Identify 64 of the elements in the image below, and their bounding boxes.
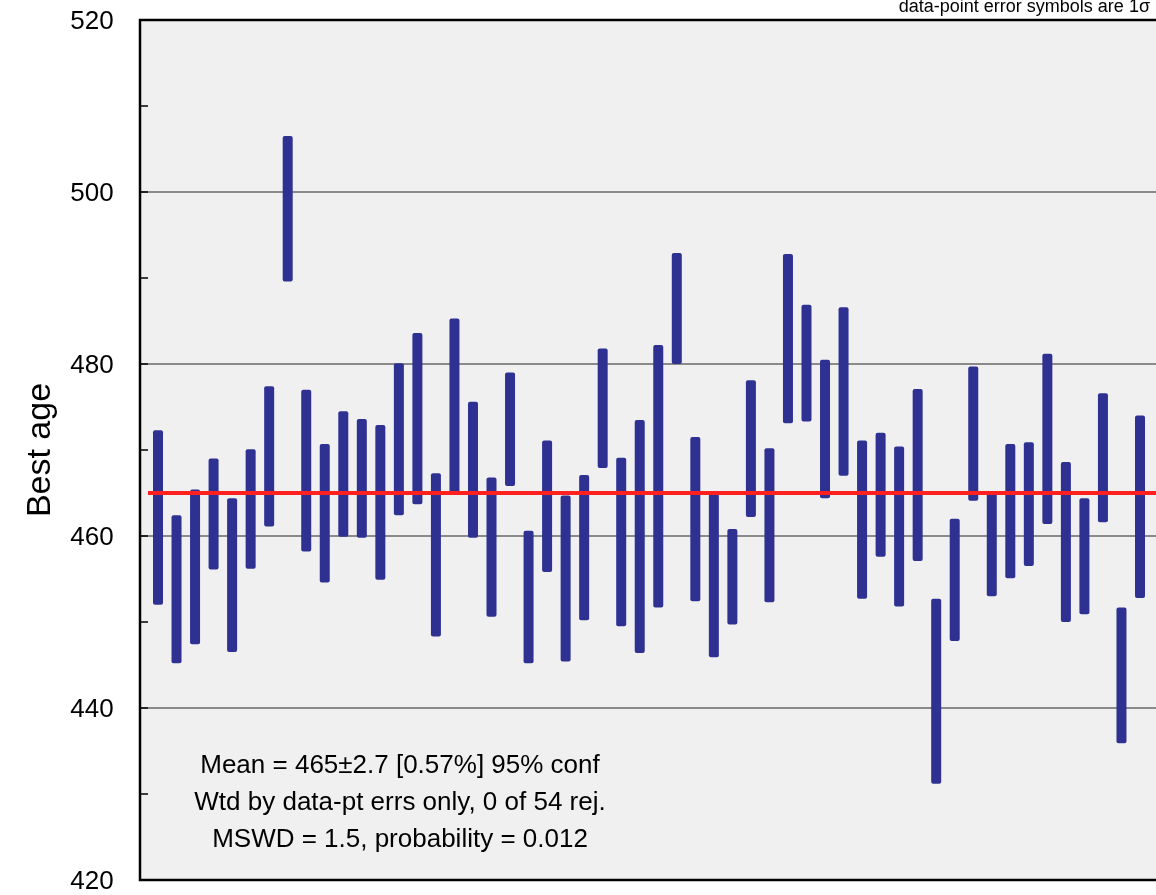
y-axis-title: Best age xyxy=(19,382,57,518)
bar xyxy=(523,530,534,664)
bar xyxy=(708,493,719,658)
bar xyxy=(653,345,664,608)
bar xyxy=(319,443,330,583)
y-tick-label: 440 xyxy=(70,693,114,723)
bar xyxy=(727,529,738,625)
bar xyxy=(301,389,312,552)
bar xyxy=(745,380,756,518)
annotation: MSWD = 1.5, probability = 0.012 xyxy=(212,823,588,853)
bar xyxy=(1005,443,1016,579)
bar xyxy=(671,253,682,364)
bar xyxy=(1135,415,1145,598)
bar xyxy=(1042,353,1053,524)
bar xyxy=(245,449,256,569)
bar xyxy=(190,489,201,645)
bar xyxy=(430,473,441,637)
bar xyxy=(560,495,571,662)
y-tick-label: 480 xyxy=(70,349,114,379)
bar xyxy=(579,474,590,621)
bar xyxy=(338,411,349,537)
y-tick-label: 500 xyxy=(70,177,114,207)
bar xyxy=(782,253,793,424)
bar xyxy=(1097,393,1108,523)
bar xyxy=(838,307,849,476)
bar xyxy=(227,498,238,653)
bar xyxy=(616,457,627,627)
bar xyxy=(912,388,923,561)
bar xyxy=(542,440,553,573)
bar xyxy=(931,598,942,784)
bar xyxy=(208,458,219,570)
bar xyxy=(282,136,293,282)
bar xyxy=(764,448,775,603)
bar xyxy=(1060,462,1071,622)
bar xyxy=(1023,442,1034,567)
bar xyxy=(412,333,423,505)
bar xyxy=(264,386,275,527)
bar xyxy=(986,493,997,597)
bar xyxy=(153,430,163,605)
annotation: Mean = 465±2.7 [0.57%] 95% conf xyxy=(200,749,601,779)
bar xyxy=(356,419,367,538)
bar xyxy=(634,419,645,653)
bar xyxy=(801,304,812,422)
bar xyxy=(375,425,386,580)
bar xyxy=(449,318,460,493)
bar xyxy=(597,348,608,469)
bar xyxy=(393,363,404,516)
y-tick-label: 460 xyxy=(70,521,114,551)
bar xyxy=(690,437,701,602)
bar xyxy=(949,518,960,641)
bar xyxy=(857,440,868,599)
y-tick-label: 420 xyxy=(70,865,114,895)
bar xyxy=(467,401,478,538)
bar xyxy=(171,515,182,664)
bar xyxy=(486,477,497,617)
bar xyxy=(1116,607,1127,744)
bar xyxy=(1079,498,1090,615)
bar xyxy=(968,366,979,501)
y-tick-label: 520 xyxy=(70,5,114,35)
bar xyxy=(505,372,516,487)
bar xyxy=(875,432,886,557)
bar xyxy=(820,359,831,499)
annotation: Wtd by data-pt errs only, 0 of 54 rej. xyxy=(194,786,606,816)
bar xyxy=(894,446,905,607)
